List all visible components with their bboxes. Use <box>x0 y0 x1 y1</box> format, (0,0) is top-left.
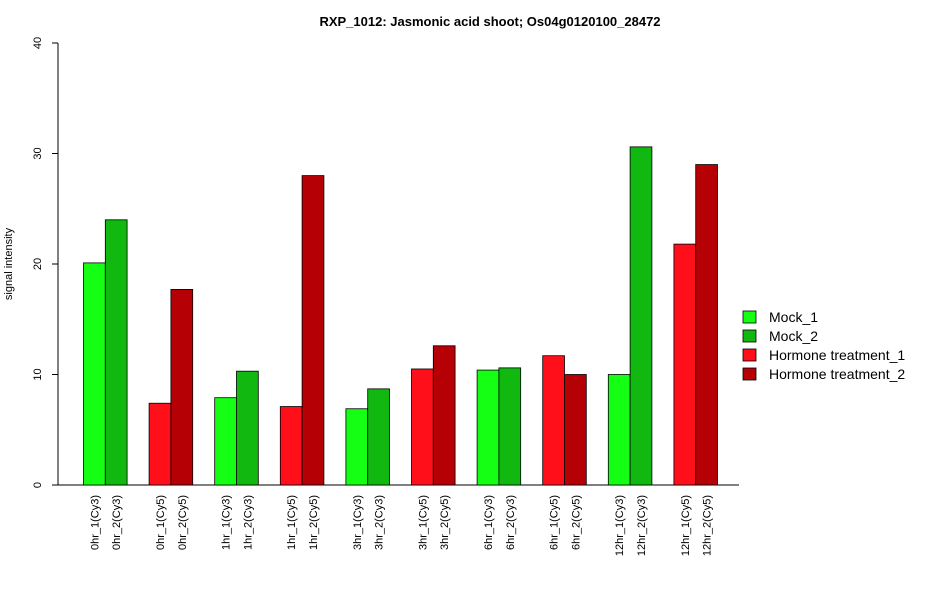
bar <box>170 289 194 486</box>
bar <box>629 146 653 486</box>
bar <box>476 369 500 486</box>
y-tick-label: 0 <box>32 482 44 488</box>
bar <box>148 402 172 486</box>
x-tick-label: 12hr_1(Cy3) <box>614 495 626 556</box>
bar <box>498 367 522 486</box>
legend-label: Hormone treatment_2 <box>769 366 905 382</box>
bar <box>279 406 303 486</box>
y-axis-label: signal intensity <box>3 227 15 300</box>
x-tick-label: 6hr_1(Cy3) <box>483 495 495 550</box>
legend-swatch <box>742 367 757 381</box>
x-tick-label: 12hr_1(Cy5) <box>680 495 692 556</box>
bar <box>564 374 587 486</box>
x-tick-label: 0hr_1(Cy3) <box>89 495 101 550</box>
y-tick-label: 30 <box>32 147 44 159</box>
bar <box>104 219 128 486</box>
x-tick-label: 6hr_2(Cy3) <box>505 495 517 550</box>
x-tick-label: 1hr_1(Cy5) <box>286 495 298 550</box>
legend-label: Mock_1 <box>769 309 818 325</box>
chart-title: RXP_1012: Jasmonic acid shoot; Os04g0120… <box>319 14 660 29</box>
x-tick-label: 3hr_1(Cy5) <box>417 495 429 550</box>
x-tick-label: 6hr_2(Cy5) <box>570 495 582 550</box>
bar <box>301 175 325 486</box>
bar <box>432 345 456 486</box>
bar <box>236 370 259 486</box>
bars-group <box>83 146 718 486</box>
x-tick-label: 12hr_2(Cy3) <box>636 495 648 556</box>
bar <box>411 368 434 486</box>
bar <box>673 243 697 486</box>
legend-label: Hormone treatment_1 <box>769 347 905 363</box>
legend-swatch <box>742 348 757 362</box>
bar <box>214 397 237 486</box>
x-tick-labels: 0hr_1(Cy3) 0hr_2(Cy3) 0hr_1(Cy5) 0hr_2(Cy5)… <box>89 495 713 556</box>
x-tick-label: 1hr_2(Cy5) <box>308 495 320 550</box>
x-tick-label: 6hr_1(Cy5) <box>549 495 561 550</box>
bar <box>83 262 106 486</box>
bar <box>345 408 369 486</box>
legend-label: Mock_2 <box>769 328 818 344</box>
x-tick-label: 1hr_1(Cy3) <box>221 495 233 550</box>
bar <box>607 374 631 486</box>
x-tick-label: 3hr_2(Cy3) <box>374 495 386 550</box>
legend: Mock_1 Mock_2 Hormone treatment_1 Hormone t… <box>742 309 905 382</box>
x-tick-label: 12hr_2(Cy5) <box>702 495 714 556</box>
x-tick-label: 0hr_2(Cy5) <box>177 495 189 550</box>
bar <box>695 164 718 486</box>
y-tick-label: 40 <box>32 37 44 49</box>
bar <box>367 388 390 486</box>
x-tick-label: 0hr_1(Cy5) <box>155 495 167 550</box>
y-tick-label: 20 <box>32 258 44 270</box>
x-tick-label: 3hr_2(Cy5) <box>439 495 451 550</box>
x-tick-label: 1hr_2(Cy3) <box>242 495 254 550</box>
x-tick-label: 3hr_1(Cy3) <box>352 495 364 550</box>
bar <box>542 355 565 486</box>
legend-swatch <box>742 329 757 343</box>
x-tick-label: 0hr_2(Cy3) <box>111 495 123 550</box>
legend-swatch <box>742 310 757 324</box>
y-axis-ticks: 0 10 20 30 40 <box>32 37 58 488</box>
y-tick-label: 10 <box>32 368 44 380</box>
